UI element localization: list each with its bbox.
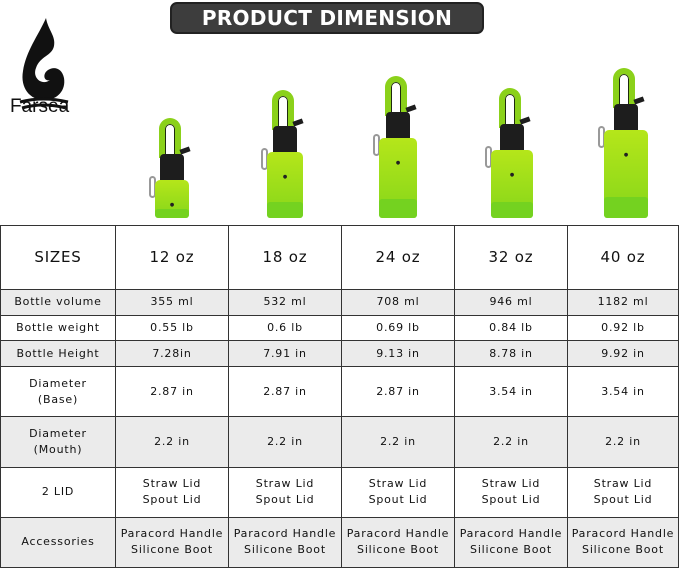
table-cell: 355 ml [115,288,229,316]
table-cell: Paracord Handle Silicone Boot [341,516,455,569]
bottle-image: ● [481,88,547,218]
paracord-handle-icon [159,118,181,158]
table-cell: Straw Lid Spout Lid [115,466,229,518]
table-cell: Straw Lid Spout Lid [567,466,679,518]
table-cell: Paracord Handle Silicone Boot [115,516,229,569]
table-row: Bottle Height 7.28in 7.91 in 9.13 in 8.78 in… [0,340,679,368]
paracord-handle-icon [499,88,521,128]
row-label: Diameter (Base) [0,366,116,418]
bottle-body: ● [155,180,189,218]
table-cell: 1182 ml [567,288,679,316]
silicone-boot [491,201,533,218]
bottle-body: ● [379,138,417,218]
header-cell: 24 oz [341,225,455,290]
table-row: Diameter (Base) 2.87 in 2.87 in 2.87 in 3.54 … [0,366,679,418]
bottle-image: ● [145,118,203,218]
table-row: Diameter (Mouth) 2.2 in 2.2 in 2.2 in 2.2 in 2… [0,416,679,468]
header-cell: 18 oz [228,225,342,290]
table-cell: 946 ml [454,288,568,316]
table-cell: Paracord Handle Silicone Boot [454,516,568,569]
table-cell: 2.2 in [228,416,342,468]
bottle-logo-icon: ● [169,202,175,208]
table-row: Bottle weight 0.55 lb 0.6 lb 0.69 lb 0.84 lb… [0,314,679,342]
bottle-logo-icon: ● [509,172,515,178]
silicone-boot [379,198,417,218]
paracord-handle-icon [385,76,407,116]
bottle-logo-icon: ● [395,160,401,166]
spout-icon [292,118,304,127]
table-cell: 2.2 in [567,416,679,468]
table-row: 2 LID Straw Lid Spout Lid Straw Lid Spout Li… [0,466,679,518]
bottle-logo-icon: ● [282,174,288,180]
table-cell: 3.54 in [567,366,679,418]
bottle-body: ● [267,152,303,218]
table-cell: 2.2 in [454,416,568,468]
table-cell: 7.91 in [228,340,342,368]
table-cell: 2.87 in [341,366,455,418]
farsea-logo-icon [19,18,69,110]
page-title: PRODUCT DIMENSION [170,2,484,34]
table-cell: 0.84 lb [454,314,568,342]
header-cell: 12 oz [115,225,229,290]
paracord-handle-icon [272,90,294,130]
bottle-image: ● [257,90,317,218]
lid-icon [614,104,638,132]
bottle-image: ● [369,76,431,218]
table-cell: 0.6 lb [228,314,342,342]
table-cell: 0.69 lb [341,314,455,342]
row-label: Bottle Height [0,340,116,368]
spout-icon [633,96,645,105]
table-cell: 2.2 in [341,416,455,468]
brand-name: Farsea [10,96,70,117]
header-cell: 40 oz [567,225,679,290]
bottle-logo-icon: ● [623,152,629,158]
lid-icon [273,126,297,154]
table-cell: 2.87 in [228,366,342,418]
table-cell: 532 ml [228,288,342,316]
lid-icon [386,112,410,140]
header-cell: 32 oz [454,225,568,290]
paracord-handle-icon [613,68,635,108]
spout-icon [519,116,531,125]
silicone-boot [155,208,189,218]
bottle-body: ● [491,150,533,218]
table-cell: Straw Lid Spout Lid [454,466,568,518]
table-cell: 2.87 in [115,366,229,418]
spout-icon [405,104,417,113]
bottle-body: ● [604,130,648,218]
lid-icon [160,154,184,182]
silicone-boot [267,202,303,218]
table-cell: 9.13 in [341,340,455,368]
dimension-table: SIZES 12 oz 18 oz 24 oz 32 oz 40 oz Bott… [0,225,679,569]
header-cell: SIZES [0,225,116,290]
row-label: Bottle weight [0,314,116,342]
table-cell: Straw Lid Spout Lid [341,466,455,518]
lid-icon [500,124,524,152]
row-label: 2 LID [0,466,116,518]
table-cell: 3.54 in [454,366,568,418]
table-row: Accessories Paracord Handle Silicone Boot P… [0,516,679,569]
table-header-row: SIZES 12 oz 18 oz 24 oz 32 oz 40 oz [0,225,679,290]
table-row: Bottle volume 355 ml 532 ml 708 ml 946 ml 118… [0,288,679,316]
table-cell: 0.55 lb [115,314,229,342]
table-cell: Straw Lid Spout Lid [228,466,342,518]
row-label: Accessories [0,516,116,569]
table-cell: 708 ml [341,288,455,316]
table-cell: 0.92 lb [567,314,679,342]
row-label: Diameter (Mouth) [0,416,116,468]
bottle-image: ● [594,68,662,218]
table-cell: 7.28in [115,340,229,368]
table-cell: 2.2 in [115,416,229,468]
spout-icon [179,146,191,155]
silicone-boot [604,196,648,218]
table-cell: 9.92 in [567,340,679,368]
table-cell: 8.78 in [454,340,568,368]
table-cell: Paracord Handle Silicone Boot [567,516,679,569]
table-cell: Paracord Handle Silicone Boot [228,516,342,569]
row-label: Bottle volume [0,288,116,316]
